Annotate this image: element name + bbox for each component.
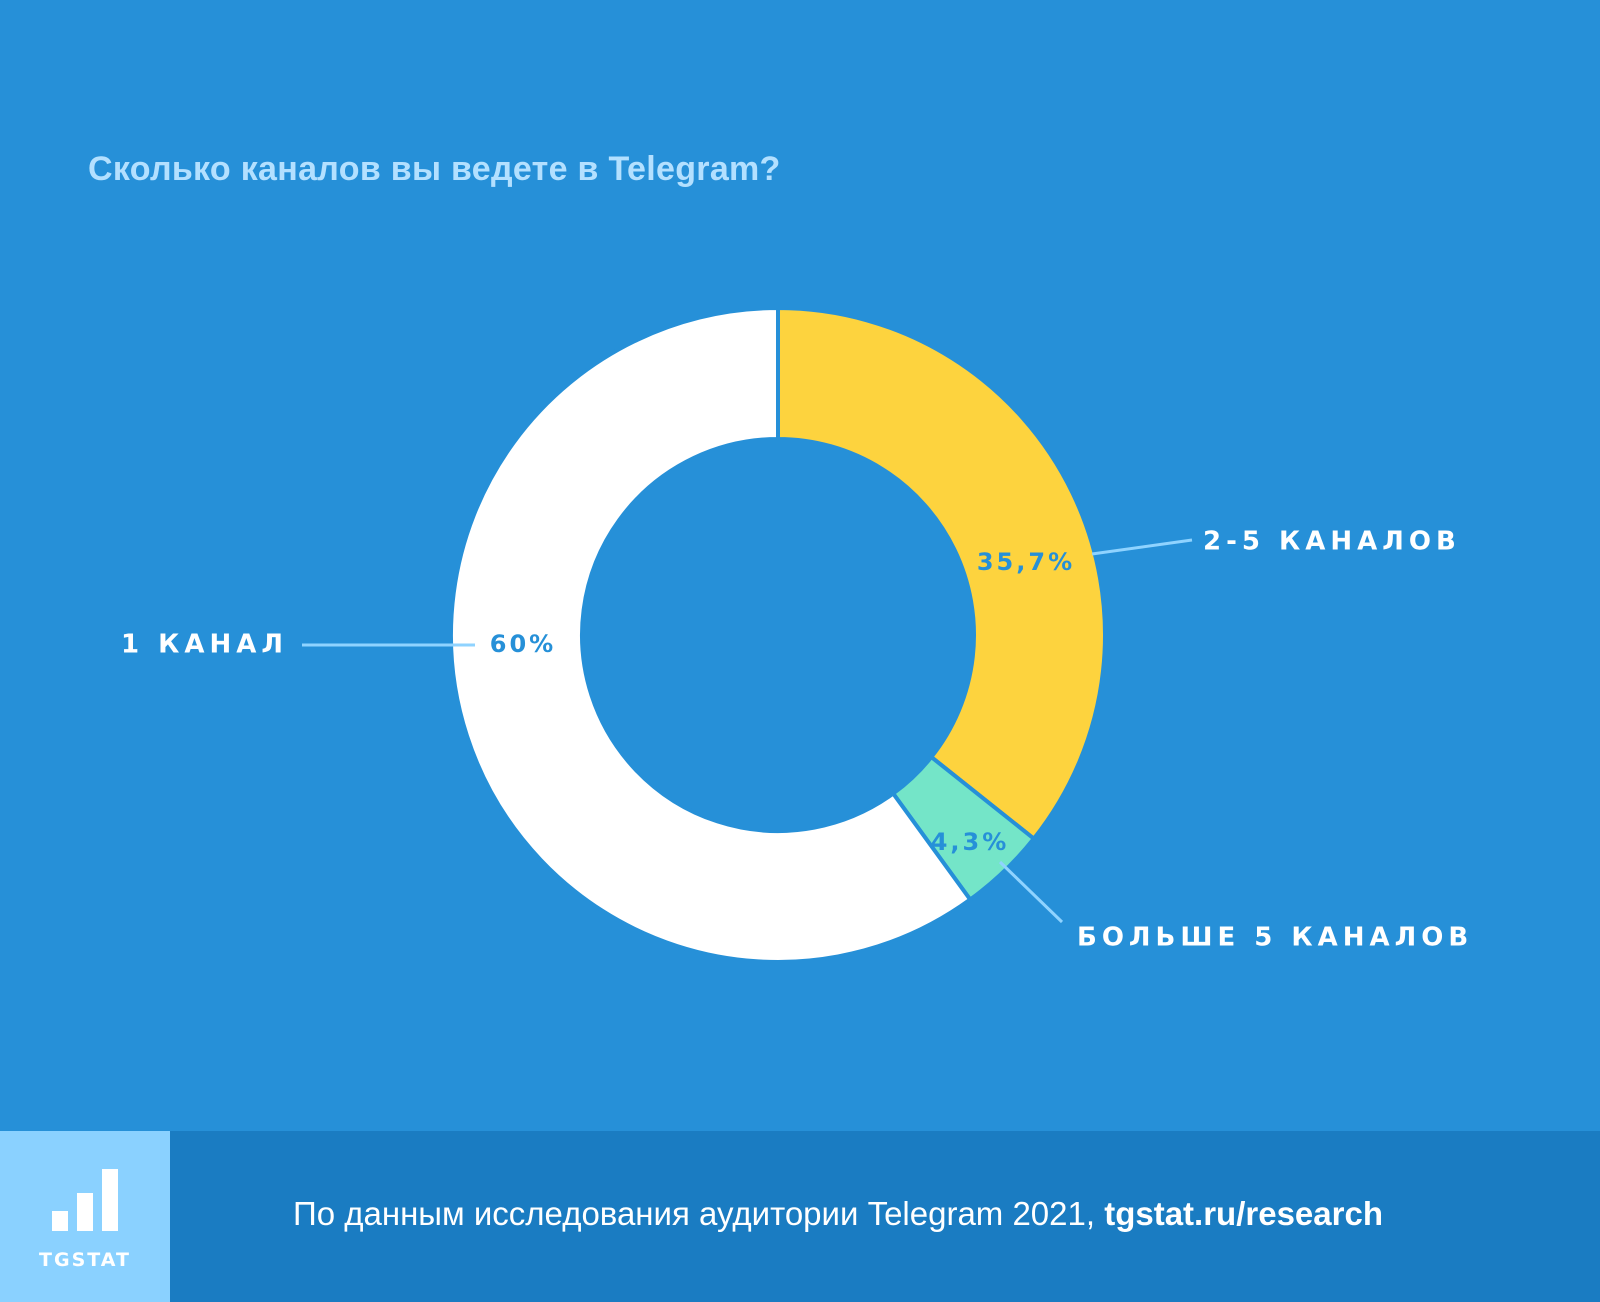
logo-text: TGSTAT (39, 1249, 131, 1271)
leader-line (998, 860, 1064, 924)
source-text: По данным исследования аудитории Telegra… (293, 1195, 1105, 1232)
source-line: По данным исследования аудитории Telegra… (293, 1195, 1383, 1233)
donut-chart: 35,7% 2-5 КАНАЛОВ 4,3% БОЛЬШЕ 5 КАНАЛОВ 60% 1… (121, 305, 1473, 964)
slice-category-label: БОЛЬШЕ 5 КАНАЛОВ (1077, 923, 1473, 953)
tgstat-logo[interactable]: TGSTAT (0, 1131, 170, 1302)
donut-slice (776, 305, 1107, 842)
slice-percent-label: 4,3% (931, 828, 1010, 856)
slice-percent-label: 60% (490, 630, 556, 658)
donut-slice (449, 305, 974, 964)
source-link[interactable]: tgstat.ru/research (1104, 1195, 1383, 1232)
chart-title: Сколько каналов вы ведете в Telegram? (88, 150, 781, 188)
slice-percent-label: 35,7% (977, 548, 1075, 576)
bar-chart-icon (52, 1169, 118, 1231)
footer: TGSTAT По данным исследования аудитории … (0, 1131, 1600, 1302)
slice-category-label: 2-5 КАНАЛОВ (1203, 527, 1461, 557)
leader-line (1091, 538, 1193, 556)
slice-category-label: 1 КАНАЛ (121, 630, 288, 660)
